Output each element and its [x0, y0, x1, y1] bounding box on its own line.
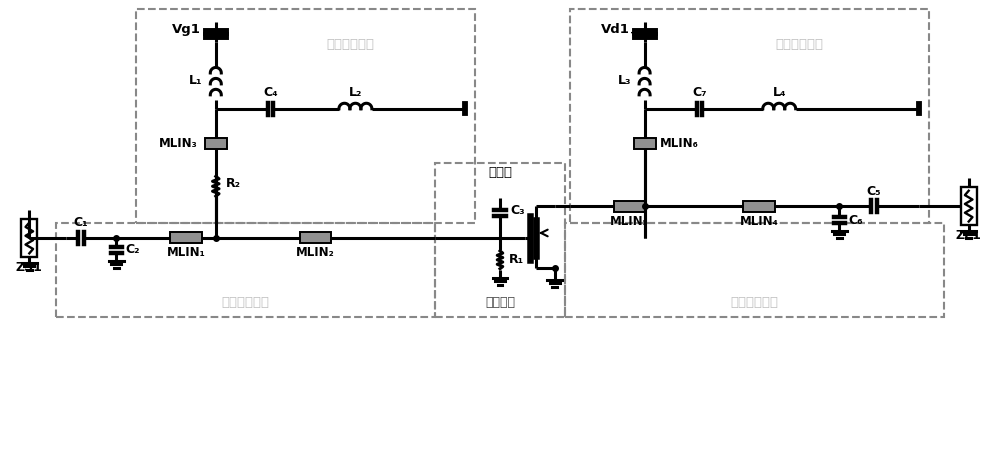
Text: C₆: C₆: [848, 213, 863, 227]
Bar: [205, 138, 227, 149]
Text: C₅: C₅: [867, 185, 881, 198]
Text: MLIN₁: MLIN₁: [166, 246, 205, 259]
Text: ZL1: ZL1: [956, 229, 982, 242]
Text: L₃: L₃: [618, 74, 632, 87]
Text: L₄: L₄: [772, 86, 786, 99]
Bar: [743, 201, 775, 212]
Text: L₁: L₁: [189, 74, 203, 87]
Text: C₃: C₃: [510, 204, 525, 217]
Bar: [614, 201, 646, 212]
Bar: [300, 233, 331, 243]
Text: C₇: C₇: [692, 86, 707, 99]
Bar: [170, 233, 202, 243]
Text: MLIN₅: MLIN₅: [610, 215, 649, 228]
Text: 稳定网络: 稳定网络: [485, 296, 515, 309]
Text: R₁: R₁: [509, 253, 524, 266]
Bar: [634, 138, 656, 149]
Text: MLIN₃: MLIN₃: [159, 137, 198, 150]
Text: R₂: R₂: [226, 177, 241, 190]
Text: MLIN₆: MLIN₆: [660, 137, 698, 150]
Text: 栅极偏置电路: 栅极偏置电路: [326, 38, 374, 51]
Text: 输出匹配网络: 输出匹配网络: [730, 296, 778, 309]
Text: C₂: C₂: [125, 243, 140, 256]
Text: L₂: L₂: [349, 86, 362, 99]
Text: C₁: C₁: [74, 217, 88, 229]
Text: 输入匹配网络: 输入匹配网络: [222, 296, 270, 309]
Text: 晶体管: 晶体管: [488, 166, 512, 180]
Text: Vg1: Vg1: [172, 23, 201, 36]
Text: C₄: C₄: [263, 86, 278, 99]
Text: ZS1: ZS1: [16, 261, 43, 274]
Text: MLIN₄: MLIN₄: [740, 215, 779, 228]
Text: 漏极偏置电路: 漏极偏置电路: [775, 38, 823, 51]
Bar: [21, 219, 37, 257]
Text: +: +: [202, 28, 210, 38]
Text: Vd1: Vd1: [601, 23, 630, 36]
Text: MLIN₂: MLIN₂: [296, 246, 335, 259]
Bar: [961, 187, 977, 225]
Text: +: +: [630, 28, 639, 38]
